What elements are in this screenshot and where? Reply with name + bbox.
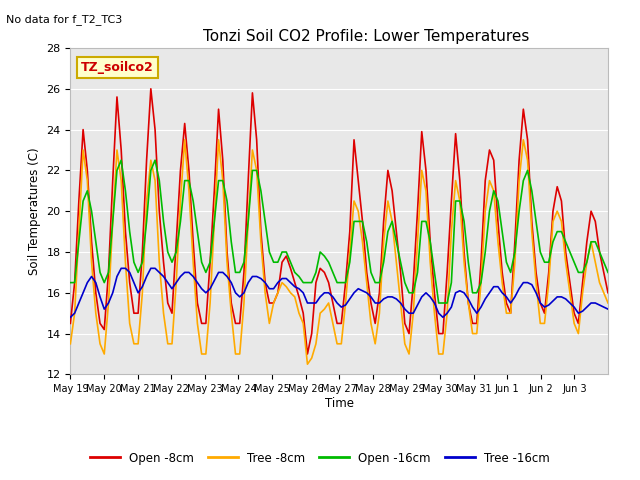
Title: Tonzi Soil CO2 Profile: Lower Temperatures: Tonzi Soil CO2 Profile: Lower Temperatur…: [203, 29, 529, 44]
X-axis label: Time: Time: [324, 397, 354, 410]
Legend: Open -8cm, Tree -8cm, Open -16cm, Tree -16cm: Open -8cm, Tree -8cm, Open -16cm, Tree -…: [86, 447, 554, 469]
Text: No data for f_T2_TC3: No data for f_T2_TC3: [6, 14, 123, 25]
Y-axis label: Soil Temperatures (C): Soil Temperatures (C): [28, 147, 41, 275]
Text: TZ_soilco2: TZ_soilco2: [81, 61, 154, 74]
